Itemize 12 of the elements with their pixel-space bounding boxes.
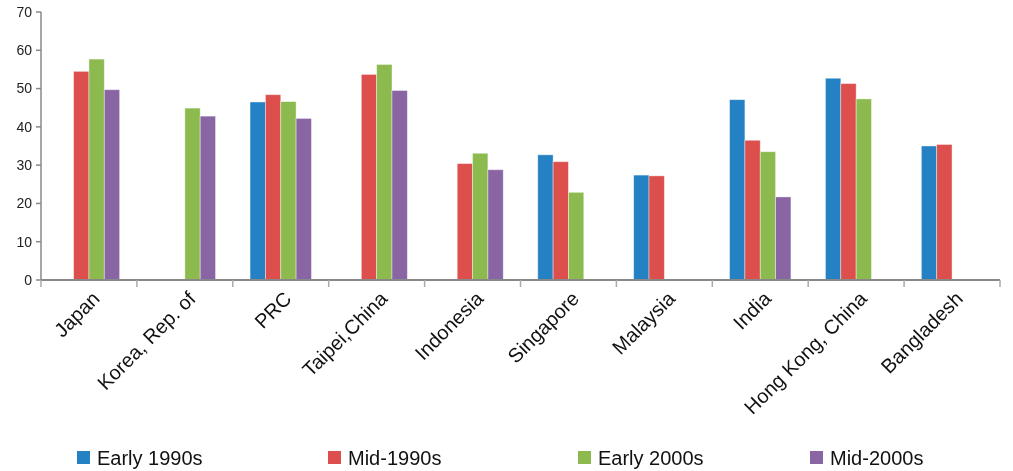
y-tick-label: 30: [16, 157, 33, 174]
legend-label: Early 2000s: [598, 447, 704, 469]
y-tick-label: 70: [16, 3, 33, 20]
y-tick-label: 0: [24, 271, 33, 288]
legend-label: Mid-2000s: [830, 447, 924, 469]
y-tick-label: 60: [16, 42, 33, 59]
legend-label: Mid-1990s: [348, 447, 442, 469]
y-tick-label: 10: [16, 233, 33, 250]
y-tick-label: 50: [16, 80, 33, 97]
legend-label: Early 1990s: [97, 447, 203, 469]
y-tick-label: 40: [16, 118, 33, 135]
y-tick-label: 20: [16, 195, 33, 212]
